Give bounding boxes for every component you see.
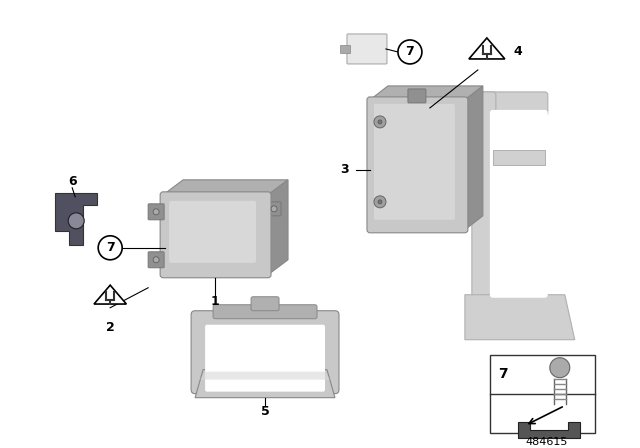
Circle shape	[98, 236, 122, 260]
Circle shape	[153, 257, 159, 263]
Text: 6: 6	[68, 175, 77, 188]
Text: 7: 7	[498, 366, 508, 381]
Circle shape	[153, 209, 159, 215]
FancyBboxPatch shape	[213, 305, 317, 319]
Text: 484615: 484615	[525, 437, 568, 447]
FancyBboxPatch shape	[160, 192, 271, 278]
Polygon shape	[94, 285, 126, 304]
FancyBboxPatch shape	[267, 202, 281, 216]
Circle shape	[398, 40, 422, 64]
Circle shape	[378, 120, 382, 124]
Circle shape	[374, 116, 386, 128]
Polygon shape	[518, 422, 580, 438]
Polygon shape	[465, 295, 575, 340]
FancyBboxPatch shape	[148, 204, 164, 220]
Polygon shape	[465, 86, 483, 230]
Circle shape	[271, 206, 277, 212]
Bar	[340, 45, 350, 53]
Text: 5: 5	[260, 405, 269, 418]
Polygon shape	[163, 180, 288, 195]
FancyBboxPatch shape	[347, 34, 387, 64]
FancyBboxPatch shape	[251, 297, 279, 311]
Text: 3: 3	[340, 164, 349, 177]
Polygon shape	[55, 193, 97, 245]
Circle shape	[550, 358, 570, 378]
Text: 7: 7	[406, 45, 414, 58]
Polygon shape	[370, 86, 483, 100]
Polygon shape	[469, 38, 505, 59]
Text: 1: 1	[211, 295, 220, 308]
Text: 2: 2	[106, 321, 115, 334]
Circle shape	[68, 213, 84, 229]
FancyBboxPatch shape	[169, 201, 256, 263]
FancyBboxPatch shape	[205, 325, 325, 392]
FancyBboxPatch shape	[191, 311, 339, 394]
FancyBboxPatch shape	[472, 92, 496, 298]
Text: 4: 4	[513, 45, 522, 58]
Polygon shape	[200, 372, 330, 379]
Circle shape	[374, 196, 386, 208]
FancyBboxPatch shape	[408, 89, 426, 103]
Polygon shape	[268, 180, 288, 275]
Polygon shape	[493, 150, 545, 165]
Polygon shape	[195, 370, 335, 398]
FancyBboxPatch shape	[374, 104, 455, 220]
FancyBboxPatch shape	[148, 252, 164, 268]
FancyBboxPatch shape	[490, 110, 548, 298]
Circle shape	[378, 200, 382, 204]
Text: 7: 7	[106, 241, 115, 254]
FancyBboxPatch shape	[472, 92, 548, 116]
FancyBboxPatch shape	[367, 97, 468, 233]
Bar	[490, 355, 595, 433]
